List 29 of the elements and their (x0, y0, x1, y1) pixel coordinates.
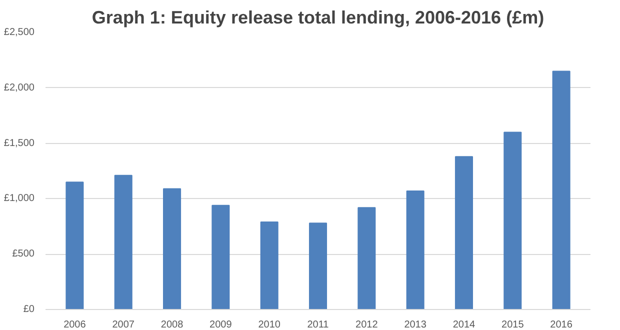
x-tick-label: 2013 (404, 320, 427, 330)
bar (358, 207, 376, 310)
bar (552, 70, 570, 310)
bar (504, 132, 522, 310)
bar (406, 190, 424, 310)
y-tick-label: £2,000 (4, 82, 35, 94)
bar (454, 156, 473, 310)
x-tick-label: 2011 (307, 320, 330, 330)
x-tick-label: 2016 (550, 320, 573, 330)
x-tick-label: 2015 (502, 320, 524, 330)
x-tick-label: 2007 (112, 320, 135, 330)
x-tick-label: 2014 (452, 320, 476, 330)
bar (163, 188, 182, 310)
x-tick-label: 2010 (258, 320, 281, 330)
y-tick-label: £500 (12, 248, 35, 260)
y-tick-label: £0 (23, 304, 35, 315)
bar (308, 222, 328, 310)
bar (114, 174, 132, 310)
y-tick-label: £1,500 (4, 138, 35, 149)
chart-title: Graph 1: Equity release total lending, 2006-2016 (£m) (92, 8, 544, 28)
y-tick-label: £2,500 (4, 27, 35, 38)
y-tick-label: £1,000 (4, 193, 35, 204)
x-tick-label: 2006 (64, 320, 86, 330)
bar (66, 182, 84, 310)
x-tick-label: 2012 (356, 320, 378, 330)
bar (260, 221, 278, 310)
x-tick-label: 2009 (210, 320, 232, 330)
x-tick-label: 2008 (160, 320, 184, 330)
bar (212, 204, 230, 310)
